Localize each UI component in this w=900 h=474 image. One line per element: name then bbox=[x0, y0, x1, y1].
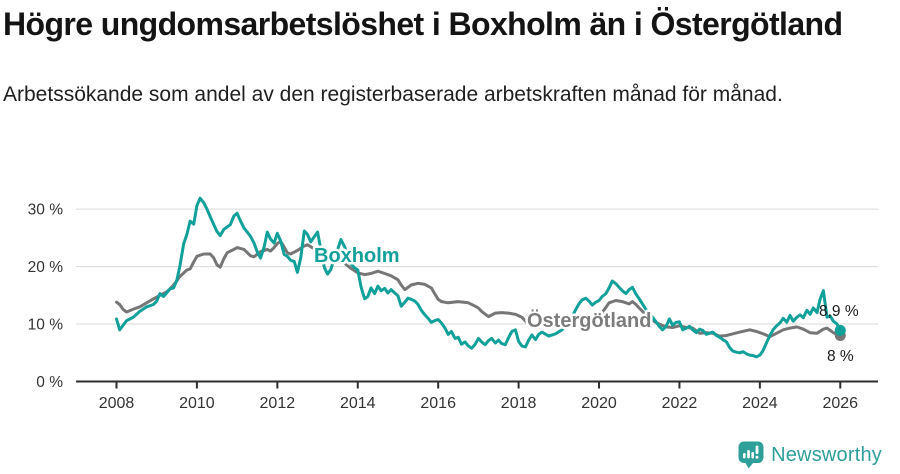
x-axis-label: 2024 bbox=[742, 395, 778, 412]
x-axis-label: 2008 bbox=[99, 395, 135, 412]
x-axis-label: 2022 bbox=[662, 395, 698, 412]
y-axis-label: 0 % bbox=[36, 374, 63, 391]
newsworthy-logo: Newsworthy bbox=[738, 441, 882, 469]
x-axis-label: 2014 bbox=[340, 395, 376, 412]
y-axis-label: 10 % bbox=[28, 317, 64, 334]
boxholm-line bbox=[115, 196, 842, 359]
x-axis-label: 2026 bbox=[822, 395, 858, 412]
chart-subtitle: Arbetssökande som andel av den registerb… bbox=[3, 83, 783, 106]
ostergotland-series-label: Östergötland bbox=[527, 309, 651, 332]
x-axis-label: 2020 bbox=[581, 395, 617, 412]
y-axis-label: 30 % bbox=[28, 202, 64, 219]
y-axis-label: 20 % bbox=[28, 259, 64, 276]
boxholm-series-label: Boxholm bbox=[314, 245, 400, 267]
chart-canvas: 0 % 10 % 20 % 30 % 2008 2010 2012 2014 2016 2018 2… bbox=[28, 196, 878, 412]
boxholm-end-dot bbox=[834, 324, 846, 336]
x-axis-label: 2012 bbox=[260, 395, 296, 412]
newsworthy-wordmark: Newsworthy bbox=[771, 443, 882, 466]
x-axis-label: 2016 bbox=[420, 395, 456, 412]
ostergotland-line bbox=[115, 239, 842, 339]
x-axis-label: 2018 bbox=[501, 395, 537, 412]
boxholm-end-value: 8,9 % bbox=[819, 303, 859, 320]
newsworthy-icon bbox=[738, 441, 764, 469]
x-axis-label: 2010 bbox=[179, 395, 215, 412]
line-chart: 0 % 10 % 20 % 30 % 2008 2010 2012 2014 2016 2018 2… bbox=[0, 170, 900, 420]
chart-title: Högre ungdomsarbetslöshet i Boxholm än i… bbox=[3, 6, 843, 42]
ostergotland-end-value: 8 % bbox=[827, 348, 854, 365]
